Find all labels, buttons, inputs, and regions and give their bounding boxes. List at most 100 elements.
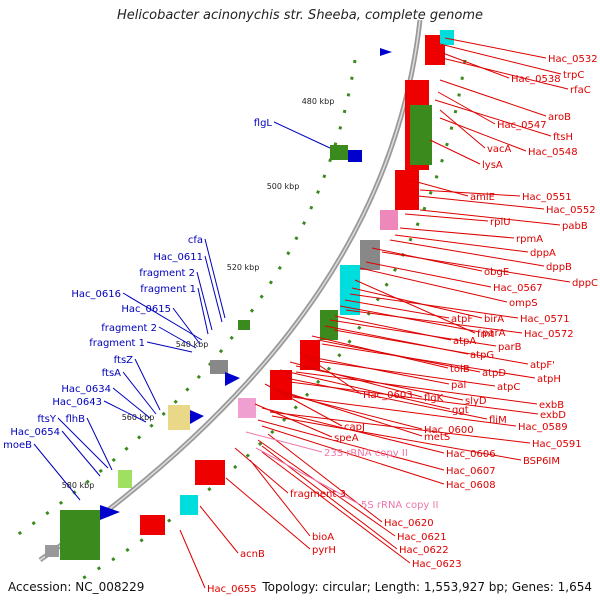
gene-label-right: Hac_0591: [532, 439, 582, 450]
pointer-line: [351, 287, 483, 319]
gene-block: [360, 240, 380, 270]
pointer-line: [204, 238, 226, 319]
gene-label-right: Hac_0623: [412, 559, 462, 570]
gene-label-right: atpF: [451, 314, 473, 325]
gene-label-right: Hac_0608: [446, 480, 496, 491]
gene-block: [140, 515, 165, 535]
gene-arrow: [190, 410, 204, 424]
gene-block: [330, 145, 348, 160]
pointer-line: [257, 439, 396, 537]
gene-label-right: dppC: [572, 278, 598, 289]
pointer-line: [344, 299, 450, 319]
reverse-features: [45, 48, 392, 560]
pointer-line: [429, 139, 481, 165]
pointer-line: [225, 477, 311, 550]
gene-label-right: pyrH: [312, 545, 336, 556]
gene-label-right: Hac_0600: [424, 425, 474, 436]
gene-label-right: dppB: [546, 262, 572, 273]
pointer-line: [419, 189, 521, 197]
gene-label-left: cfa: [188, 235, 203, 246]
gene-label-right: atpG: [470, 350, 494, 361]
gene-label-right: obgE: [484, 267, 509, 278]
pointer-line: [345, 309, 523, 334]
gene-label-right: Hac_0607: [446, 466, 496, 477]
gene-arrow: [225, 372, 240, 386]
gene-label-right: capJ: [344, 422, 365, 433]
gene-label-right: amiE: [470, 192, 495, 203]
pointer-line: [419, 209, 561, 226]
gene-label-right: slyD: [465, 396, 487, 407]
gene-label-right: tolB: [450, 364, 470, 375]
pointer-line: [439, 79, 547, 117]
gene-label-right: ftsH: [553, 132, 573, 143]
gene-label-right: Hac_0620: [384, 518, 434, 529]
gene-label-right: Hac_0548: [528, 147, 578, 158]
pointer-line: [399, 227, 515, 239]
tick-label: 540 kbp: [176, 340, 209, 349]
gene-label-right: rpmA: [516, 234, 543, 245]
map-title: Helicobacter acinonychis str. Sheeba, co…: [116, 8, 483, 23]
pointer-line: [261, 451, 411, 564]
pointer-line: [204, 255, 223, 323]
gene-block: [380, 210, 398, 230]
pointer-line: [57, 417, 109, 469]
gene-label-right: atpH: [537, 374, 561, 385]
gene-label-right: pabB: [562, 221, 588, 232]
pointer-line: [349, 293, 519, 319]
gene-block: [238, 398, 256, 418]
pointer-line: [279, 369, 451, 410]
gene-label-right: fragment 3: [290, 489, 346, 500]
gene-label-left: fragment 2: [101, 323, 157, 334]
pointer-line: [389, 239, 545, 267]
accession-text: Accession: NC_008229: [8, 580, 145, 594]
pointer-line: [269, 411, 531, 444]
gene-label-left: Hac_0634: [61, 384, 111, 395]
pointer-line: [112, 387, 151, 419]
gene-label-right: Hac_0547: [497, 120, 547, 131]
gene-label-left: ftsZ: [114, 355, 133, 366]
gene-label-left: fragment 1: [89, 338, 145, 349]
gene-label-right: Hac_0606: [446, 449, 496, 460]
gene-label-left: Hac_0611: [153, 252, 203, 263]
gene-label-left: Hac_0615: [121, 304, 171, 315]
gene-label-right: rplU: [490, 217, 511, 228]
pointer-line: [255, 447, 360, 505]
gene-block: [168, 405, 190, 430]
gene-label-left: fragment 1: [140, 284, 196, 295]
gene-label-right: acnB: [240, 549, 265, 560]
gene-block: [45, 545, 59, 557]
pointer-line: [245, 431, 323, 453]
pointer-line: [305, 355, 450, 385]
pointer-line: [257, 419, 445, 471]
gene-label-right: Hac_0572: [524, 329, 574, 340]
gene-arrow: [380, 48, 392, 56]
gene-label-right: atpF': [530, 360, 555, 371]
gene-label-right: fliM: [489, 415, 507, 426]
pointer-line: [439, 109, 486, 149]
gene-block: [320, 310, 338, 340]
gene-label-right: pal: [451, 380, 466, 391]
gene-label-left: flgL: [254, 118, 273, 129]
gene-label-left: fragment 2: [139, 268, 195, 279]
pointer-line: [33, 443, 81, 501]
pointer-line: [196, 271, 213, 331]
gene-label-right: Hac_0589: [518, 422, 568, 433]
pointer-line: [234, 447, 289, 494]
forward-features: [140, 30, 454, 535]
gene-label-right: BSP6IM: [523, 456, 560, 467]
pointer-line: [365, 261, 492, 288]
gene-label-right: Hac_0571: [520, 314, 570, 325]
gene-label-right: Hac_0532: [548, 54, 598, 65]
gene-label-left: moeB: [3, 440, 32, 451]
pointer-line: [267, 433, 383, 523]
pointer-line: [261, 425, 445, 485]
gene-label-right: Hac_0538: [511, 74, 561, 85]
gene-block: [118, 470, 132, 488]
pointer-line: [437, 91, 496, 125]
guide-arc-outer: [9, 59, 357, 542]
pointer-line: [321, 343, 536, 379]
pointer-line: [439, 43, 562, 75]
pointer-line: [122, 292, 203, 341]
pointer-line: [134, 358, 161, 411]
gene-label-right: Hac_0552: [546, 205, 596, 216]
